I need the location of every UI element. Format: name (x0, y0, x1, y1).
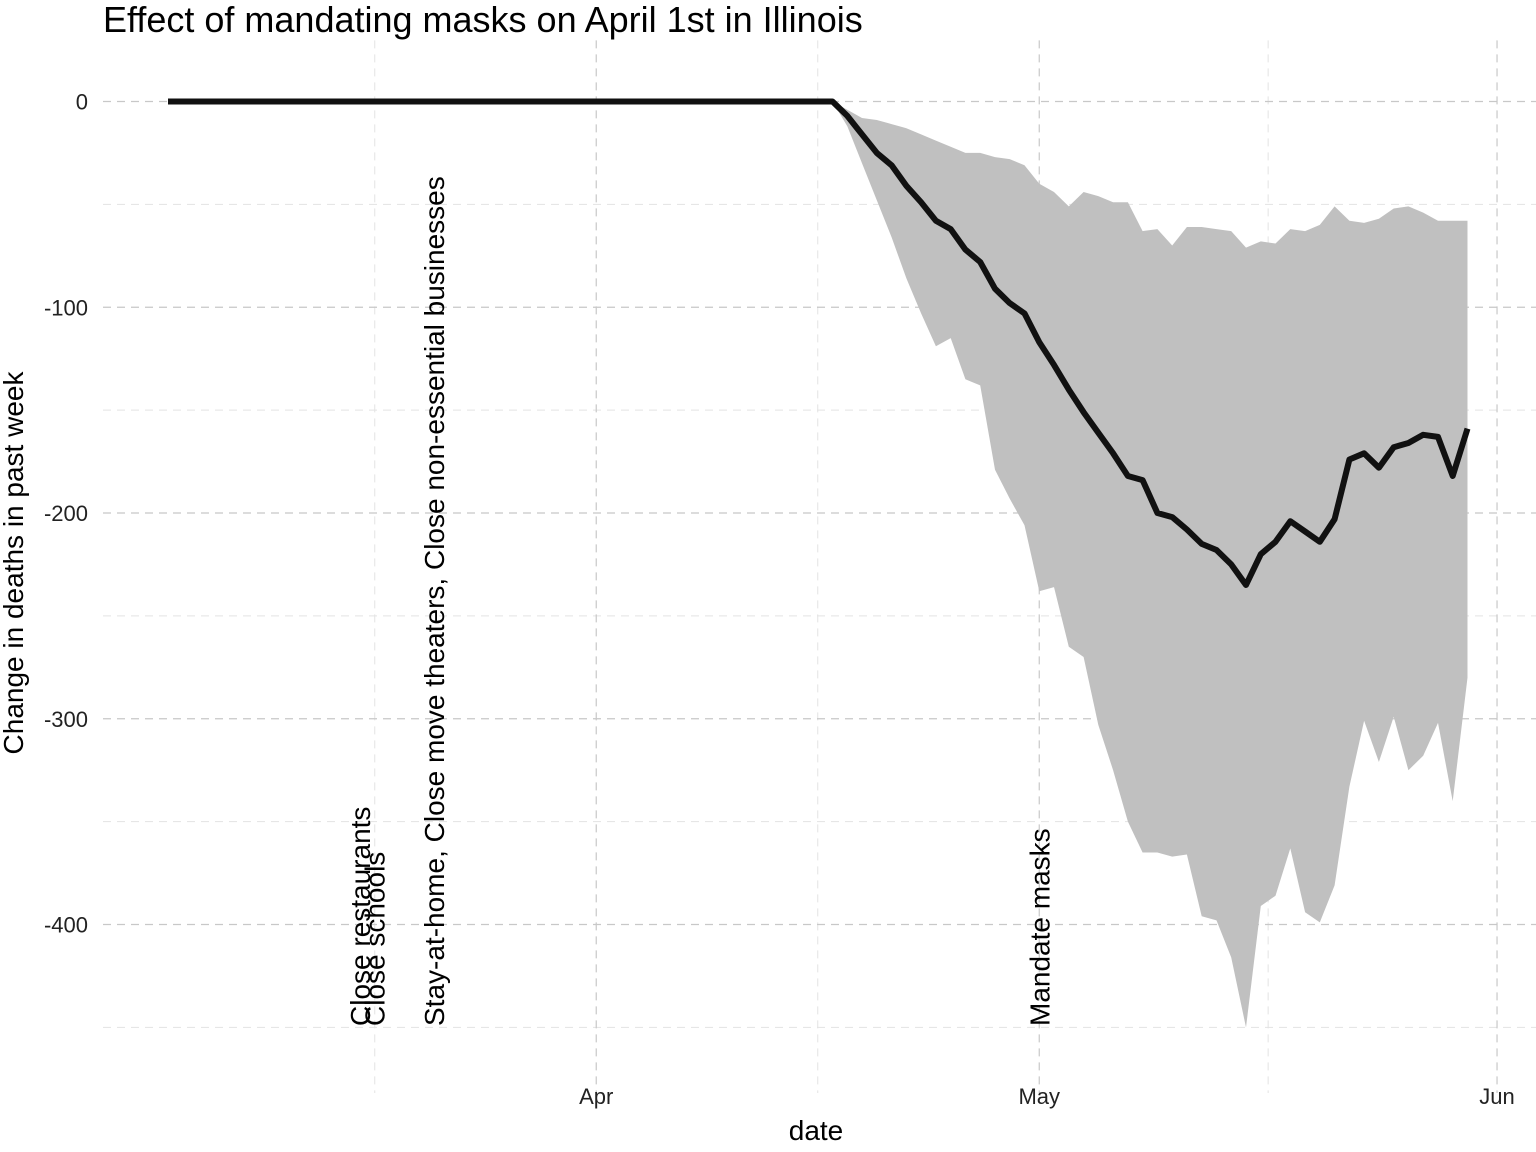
y-tick-label: -200 (44, 501, 88, 526)
series-line (168, 98, 1471, 588)
event-label: Close restaurants (345, 807, 376, 1026)
y-axis-title: Change in deaths in past week (0, 371, 29, 755)
y-tick-label: -400 (44, 913, 88, 938)
x-tick-label: Apr (579, 1084, 613, 1109)
chart-title: Effect of mandating masks on April 1st i… (103, 0, 863, 40)
y-tick-label: -100 (44, 295, 88, 320)
y-tick-labels: 0 -100 -200 -300 -400 (44, 90, 88, 938)
event-label: Mandate masks (1024, 828, 1055, 1026)
x-tick-label: Jun (1479, 1084, 1514, 1109)
minor-gridlines (103, 40, 1536, 1093)
x-tick-labels: Apr May Jun (579, 1084, 1515, 1109)
x-axis-title: date (789, 1115, 844, 1146)
event-label: Stay-at-home, Close move theaters, Close… (419, 176, 450, 1026)
confidence-band-layer (168, 101, 1468, 1028)
series-line-layer (168, 98, 1471, 588)
y-tick-label: 0 (76, 90, 88, 115)
x-tick-label: May (1018, 1084, 1060, 1109)
event-label: Close schools (360, 852, 391, 1026)
confidence-band (168, 101, 1468, 1028)
y-tick-label: -300 (44, 707, 88, 732)
